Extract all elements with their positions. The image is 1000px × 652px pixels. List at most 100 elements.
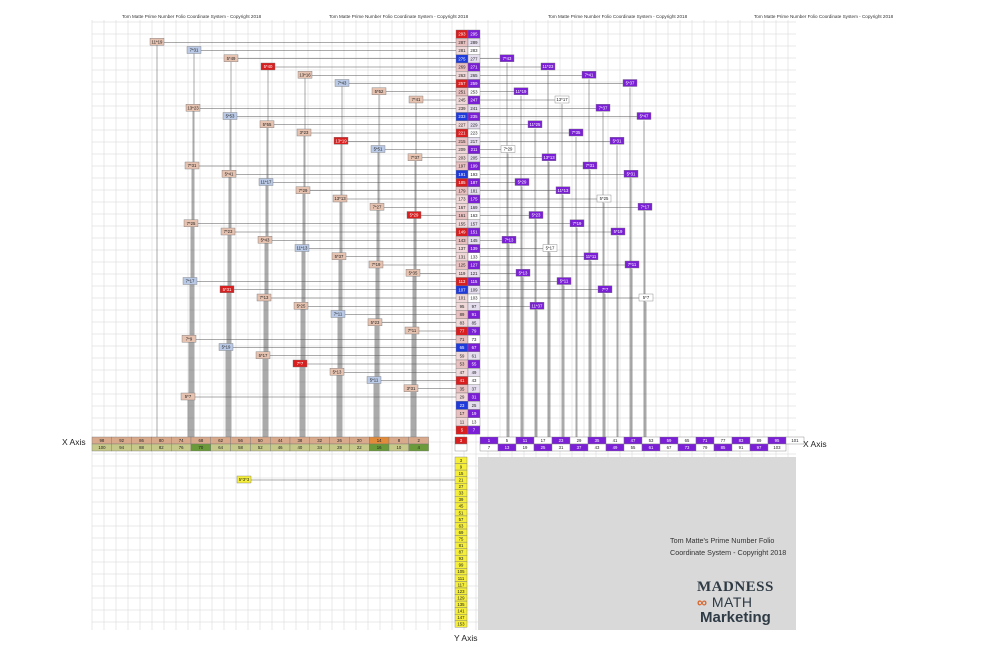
left-factor-label-label: 5*35 bbox=[409, 270, 418, 275]
right-factor-label bbox=[542, 244, 558, 252]
right-factor-label-label: 7*13 bbox=[505, 237, 514, 242]
center-col-right-cell-label: 145 bbox=[470, 238, 478, 243]
left-factor-label-label: 13*16 bbox=[299, 72, 311, 77]
left-factor-label-label: 7*41 bbox=[412, 97, 421, 102]
right-factor-label bbox=[527, 120, 543, 128]
left-factor-label-label: 7*31 bbox=[188, 163, 197, 168]
left-factor-label bbox=[149, 38, 165, 46]
center-col-left-cell-label: 221 bbox=[458, 131, 466, 136]
center-col-right-cell-label: 109 bbox=[470, 287, 478, 292]
x-axis-right-bottom-cell-label: 25 bbox=[541, 445, 546, 450]
left-factor-label bbox=[367, 318, 383, 326]
center-col-left-cell-label: 161 bbox=[458, 213, 466, 218]
left-factor-label-label: 7*13 bbox=[260, 295, 269, 300]
y-axis-cell-label: 141 bbox=[457, 609, 465, 614]
center-col-right-cell-label: 139 bbox=[470, 246, 478, 251]
center-col-left-cell-label: 203 bbox=[458, 155, 466, 160]
center-col-left-cell-label: 119 bbox=[459, 271, 466, 276]
left-factor-label bbox=[296, 128, 312, 137]
x-axis-left-bottom-cell-label: 82 bbox=[159, 445, 164, 450]
right-factor-label bbox=[500, 145, 516, 153]
center-col-right-cell-label: 97 bbox=[472, 304, 477, 309]
center-col-right-cell-label: 199 bbox=[470, 164, 478, 169]
x-axis-left-top-cell-label: 62 bbox=[218, 438, 223, 443]
center-col-left-cell-label: 251 bbox=[458, 89, 466, 94]
center-col-left-cell-label: 23 bbox=[460, 403, 465, 408]
left-factor-label bbox=[370, 145, 386, 153]
right-factor-label bbox=[595, 104, 611, 112]
right-factor-label bbox=[513, 87, 529, 95]
x-axis-left-top-cell-label: 26 bbox=[337, 438, 342, 443]
y-axis-cell-label: 105 bbox=[457, 569, 465, 574]
y-axis-cell-label: 51 bbox=[459, 510, 464, 515]
left-factor-label-label: 7*19 bbox=[372, 262, 381, 267]
center-col-right-cell-label: 13 bbox=[472, 419, 477, 424]
left-factor-label-label: 13*19 bbox=[335, 138, 347, 143]
center-col-left-cell-label: 137 bbox=[458, 246, 466, 251]
header-1: Tom Matte Prime Number Folio Coordinate … bbox=[122, 14, 262, 19]
shaded-quadrant bbox=[478, 457, 796, 630]
left-factor-label bbox=[180, 392, 196, 401]
left-factor-label bbox=[223, 54, 239, 62]
right-factor-label-label: 7*37 bbox=[599, 105, 608, 110]
center-col-right-cell-label: 73 bbox=[472, 337, 477, 342]
left-factor-label-label: 5*11 bbox=[370, 378, 379, 383]
right-factor-label bbox=[638, 293, 654, 302]
center-col-right-cell-label: 127 bbox=[470, 263, 478, 268]
x-axis-right-bottom-cell-label: 61 bbox=[649, 445, 654, 450]
x-axis-right-bottom-cell bbox=[767, 443, 787, 452]
x-axis-right-top-cell-label: 95 bbox=[775, 438, 780, 443]
center-col-left-cell-label: 173 bbox=[458, 197, 466, 202]
center-col-right-cell-label: 25 bbox=[472, 403, 477, 408]
right-factor-label bbox=[596, 194, 612, 203]
x-axis-right-bottom-cell-label: 49 bbox=[613, 445, 618, 450]
y-axis-cell-label: 153 bbox=[457, 622, 465, 627]
bottom-left-factor-label bbox=[236, 475, 252, 484]
x-axis-left-bottom-cell-label: 10 bbox=[397, 445, 402, 450]
left-factor-label-label: 13*13 bbox=[334, 196, 346, 201]
center-col-left-cell-label: 257 bbox=[458, 81, 466, 86]
logo-line-3: Marketing bbox=[700, 609, 771, 626]
left-factor-label bbox=[368, 260, 384, 269]
center-col-left-cell-label: 233 bbox=[458, 114, 466, 119]
x-axis-right-bottom-cell-label: 79 bbox=[703, 445, 708, 450]
x-axis-right-top-cell bbox=[785, 436, 805, 445]
center-col-left-cell-label: 59 bbox=[460, 353, 465, 358]
x-axis-left-bottom-cell-label: 46 bbox=[278, 445, 283, 450]
right-factor-label bbox=[540, 62, 556, 71]
left-factor-label-label: 13*23 bbox=[187, 105, 199, 110]
left-factor-label-label: 5*43 bbox=[261, 237, 270, 242]
left-factor-label-label: 3*31 bbox=[407, 386, 416, 391]
x-axis-left-top-cell-label: 74 bbox=[179, 438, 184, 443]
x-axis-left-top-cell-label: 8 bbox=[398, 438, 401, 443]
x-axis-right-top-cell-label: 11 bbox=[523, 438, 528, 443]
x-axis-right-top-cell-label: 77 bbox=[721, 438, 726, 443]
left-factor-label bbox=[222, 112, 238, 120]
right-factor-label-label: 5*37 bbox=[626, 81, 635, 86]
left-factor-label-label: 5*52 bbox=[375, 89, 384, 94]
right-factor-label-label: 7*41 bbox=[585, 72, 594, 77]
x-axis-left-top-cell-label: 44 bbox=[278, 438, 283, 443]
center-col-right-cell-label: 235 bbox=[470, 114, 478, 119]
right-factor-label bbox=[623, 170, 639, 178]
center-col-right-cell-label: 259 bbox=[470, 81, 478, 86]
x-axis-right-top-cell-label: 71 bbox=[703, 438, 708, 443]
center-col-left-cell-label: 47 bbox=[460, 370, 465, 375]
center-col-left-cell-label: 11 bbox=[460, 419, 465, 424]
right-factor-label-label: 13*17 bbox=[556, 97, 568, 102]
y-axis-cell-label: 15 bbox=[459, 471, 464, 476]
x-axis-left-bottom-cell-label: 76 bbox=[179, 445, 184, 450]
center-col-left-cell-label: 41 bbox=[460, 378, 465, 383]
left-factor-label bbox=[181, 335, 197, 343]
x-axis-right-top-cell-label: 59 bbox=[667, 438, 672, 443]
x-axis-left-bottom-cell-label: 64 bbox=[218, 445, 223, 450]
center-col-right-cell-label: 163 bbox=[470, 213, 478, 218]
right-factor-label-label: 11*11 bbox=[586, 254, 597, 259]
left-factor-label-label: 7*23 bbox=[224, 229, 233, 234]
center-col-right-cell-label: 103 bbox=[470, 296, 478, 301]
x-axis-left-top-cell-label: 32 bbox=[317, 438, 322, 443]
x-axis-left-top-cell-label: 2 bbox=[418, 438, 421, 443]
right-factor-label-label: 11*25 bbox=[530, 122, 542, 127]
right-factor-label bbox=[515, 269, 531, 277]
left-factor-label-label: 5*19 bbox=[222, 345, 231, 350]
